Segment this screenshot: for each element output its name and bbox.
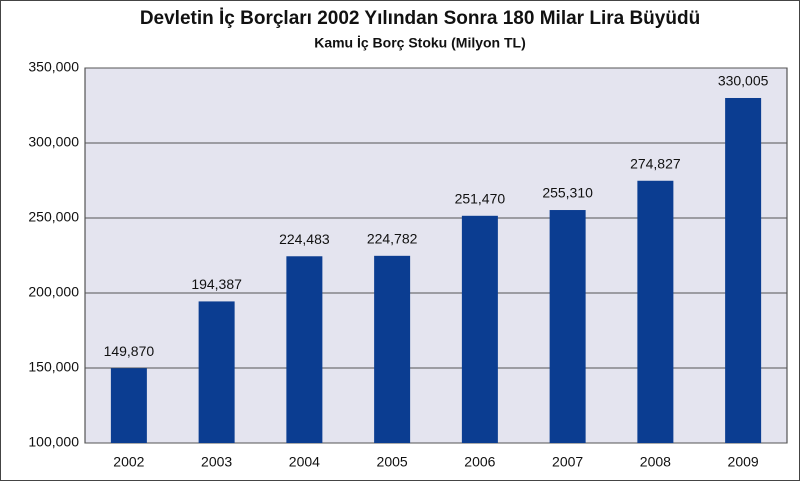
chart-subtitle: Kamu İç Borç Stoku (Milyon TL) xyxy=(314,35,526,51)
y-tick-label: 300,000 xyxy=(28,134,79,150)
bar xyxy=(637,180,674,443)
value-label: 274,827 xyxy=(630,155,681,171)
x-tick-label: 2005 xyxy=(377,454,408,470)
value-label: 251,470 xyxy=(455,190,506,206)
y-tick-label: 200,000 xyxy=(28,284,79,300)
chart-title: Devletin İç Borçları 2002 Yılından Sonra… xyxy=(140,8,700,29)
x-tick-label: 2002 xyxy=(113,454,144,470)
plot-area xyxy=(84,67,788,444)
x-tick-label: 2008 xyxy=(640,454,671,470)
value-label: 330,005 xyxy=(718,73,769,89)
bar xyxy=(549,210,586,443)
value-label: 194,387 xyxy=(191,276,242,292)
y-tick-label: 150,000 xyxy=(28,359,79,375)
x-tick-label: 2007 xyxy=(552,454,583,470)
x-tick-label: 2006 xyxy=(464,454,495,470)
x-tick-label: 2009 xyxy=(728,454,759,470)
value-label: 224,782 xyxy=(367,231,418,247)
y-tick-label: 250,000 xyxy=(28,209,79,225)
bar xyxy=(198,301,235,443)
x-tick-label: 2003 xyxy=(201,454,232,470)
x-tick-label: 2004 xyxy=(289,454,320,470)
bar xyxy=(374,255,411,443)
bar xyxy=(461,215,498,443)
bar xyxy=(725,97,762,444)
value-label: 255,310 xyxy=(542,185,593,201)
value-label: 224,483 xyxy=(279,231,330,247)
bar xyxy=(286,256,323,443)
bar xyxy=(110,368,147,443)
y-tick-label: 350,000 xyxy=(28,59,79,75)
y-tick-label: 100,000 xyxy=(28,434,79,450)
value-label: 149,870 xyxy=(104,343,155,359)
